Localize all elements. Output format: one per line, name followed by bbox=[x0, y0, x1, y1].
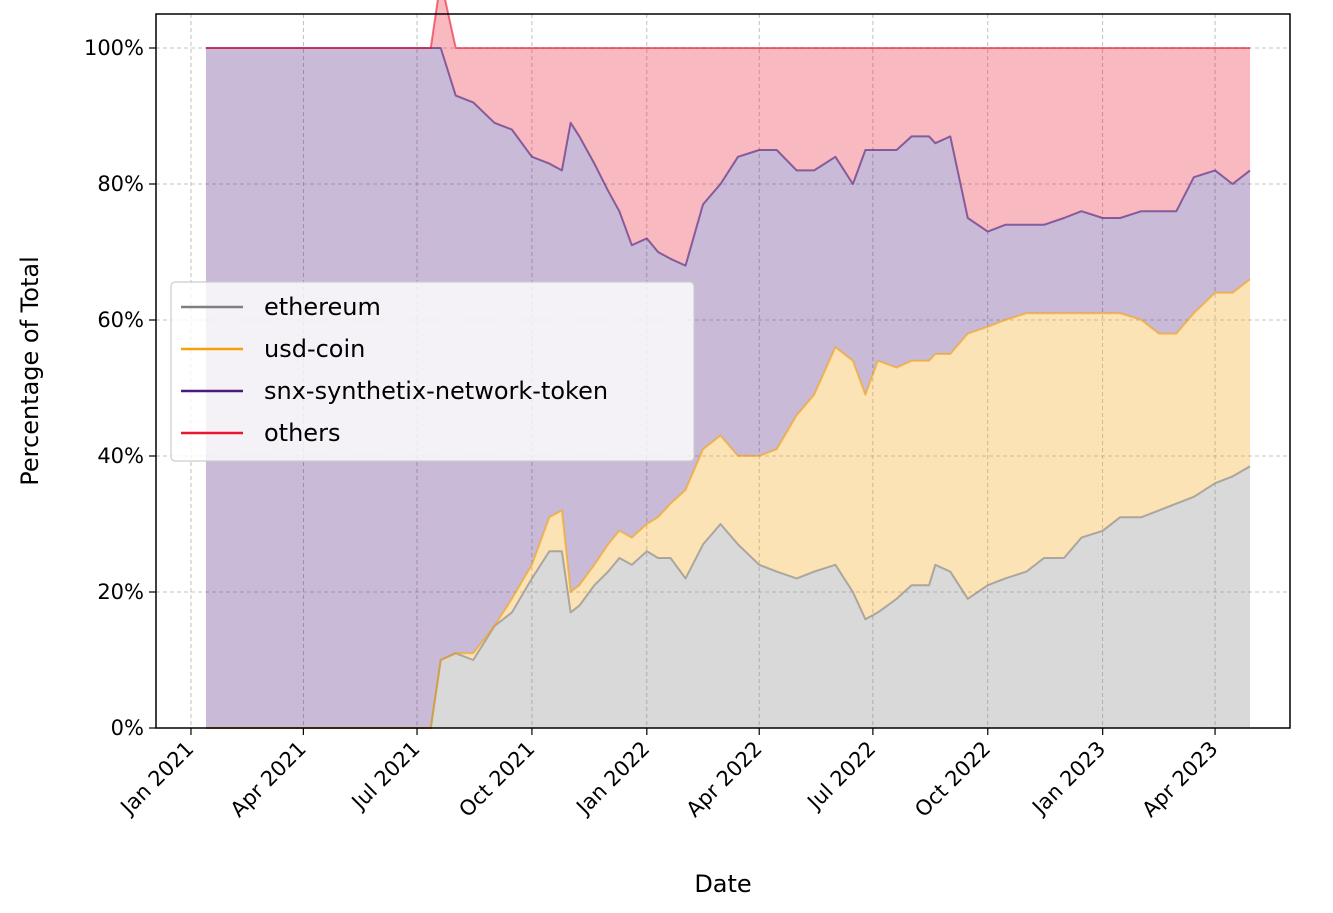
x-tick-label: Apr 2021 bbox=[226, 737, 311, 822]
x-tick-label: Apr 2023 bbox=[1137, 737, 1222, 822]
area-ethereum bbox=[205, 466, 1251, 728]
area-others bbox=[205, 0, 1251, 266]
area-layer bbox=[205, 0, 1251, 728]
y-tick-label: 0% bbox=[111, 716, 144, 740]
x-tick-label: Oct 2022 bbox=[910, 737, 995, 822]
x-axis-title: Date bbox=[694, 870, 751, 898]
area-snx-synthetix-network-token bbox=[205, 48, 1251, 728]
x-axis-ticks: Jan 2021 Apr 2021 Jul 2021 Oct 2021 Jan 2022… bbox=[115, 728, 1223, 822]
legend-label-snx-synthetix-network-token: snx-synthetix-network-token bbox=[264, 377, 608, 405]
y-axis-title: Percentage of Total bbox=[16, 256, 44, 485]
plot-frame bbox=[155, 13, 1291, 729]
area-usd-coin bbox=[205, 279, 1251, 728]
x-tick-label: Jan 2022 bbox=[571, 737, 655, 821]
x-tick-label: Jul 2022 bbox=[802, 737, 881, 816]
legend-box bbox=[170, 281, 695, 462]
legend-label-usd-coin: usd-coin bbox=[264, 335, 365, 363]
legend-label-others: others bbox=[264, 419, 340, 447]
y-tick-label: 20% bbox=[97, 580, 144, 604]
x-tick-label: Jan 2023 bbox=[1026, 737, 1110, 821]
line-layer bbox=[205, 0, 1251, 729]
line-others bbox=[205, 0, 1251, 49]
y-tick-label: 40% bbox=[97, 444, 144, 468]
line-ethereum bbox=[205, 465, 1251, 729]
x-tick-label: Jul 2021 bbox=[346, 737, 425, 816]
x-tick-label: Oct 2021 bbox=[454, 737, 539, 822]
y-axis-ticks: 0% 20% 40% 60% 80% 100% bbox=[84, 36, 156, 740]
line-usd-coin bbox=[205, 278, 1251, 729]
line-snx-synthetix-network-token bbox=[205, 47, 1251, 267]
legend-label-ethereum: ethereum bbox=[264, 293, 381, 321]
x-tick-label: Jan 2021 bbox=[115, 737, 199, 821]
y-tick-label: 60% bbox=[97, 308, 144, 332]
y-tick-label: 100% bbox=[84, 36, 144, 60]
y-tick-label: 80% bbox=[97, 172, 144, 196]
x-tick-label: Apr 2022 bbox=[682, 737, 767, 822]
legend: ethereum usd-coin snx-synthetix-network-to… bbox=[170, 281, 695, 462]
